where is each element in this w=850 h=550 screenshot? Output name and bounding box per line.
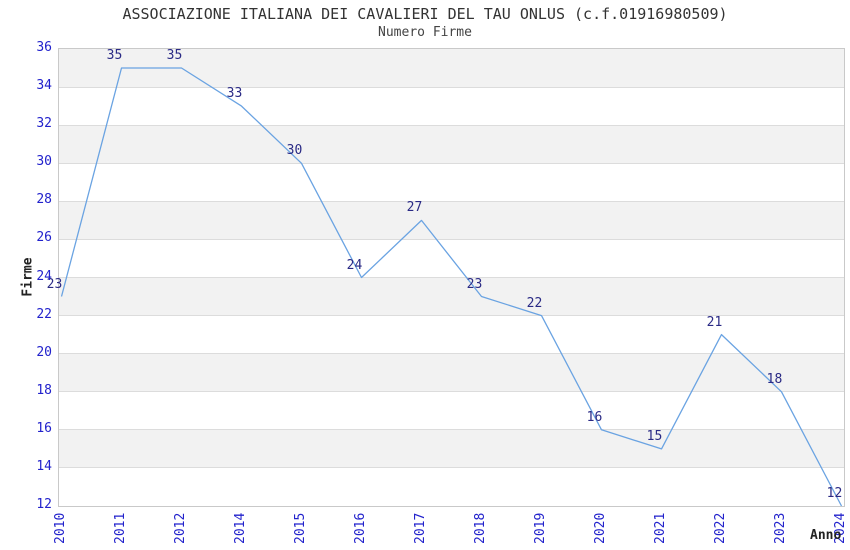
gridline	[59, 124, 844, 126]
x-tick-label: 2021	[652, 512, 668, 544]
plot-band	[59, 125, 844, 164]
data-point-label: 27	[406, 200, 423, 216]
data-point-label: 22	[526, 295, 543, 311]
x-tick-label: 2023	[772, 512, 788, 544]
x-tick-label: 2018	[472, 512, 488, 544]
y-tick-label: 22	[36, 306, 52, 322]
y-tick-label: 36	[36, 40, 52, 55]
x-axis-title: Anno	[810, 528, 842, 543]
data-point-label: 12	[826, 486, 843, 501]
x-tick-label: 2019	[532, 512, 548, 544]
data-point-label: 21	[706, 314, 723, 330]
y-tick-label: 30	[36, 154, 52, 170]
x-tick-label: 2011	[112, 512, 128, 544]
x-tick-label: 2016	[352, 512, 368, 544]
x-tick-label: 2010	[52, 512, 68, 544]
data-point-label: 23	[46, 276, 63, 292]
y-tick-label: 20	[36, 344, 52, 360]
x-tick-label: 2014	[232, 512, 248, 544]
y-tick-label: 32	[36, 116, 52, 132]
gridline	[59, 238, 844, 240]
gridline	[59, 467, 844, 469]
chart-title: ASSOCIAZIONE ITALIANA DEI CAVALIERI DEL …	[122, 5, 728, 23]
plot-band	[59, 201, 844, 240]
data-point-label: 15	[646, 428, 663, 444]
x-tick-label: 2020	[592, 512, 608, 544]
y-tick-label: 16	[36, 420, 52, 436]
y-tick-label: 14	[36, 458, 52, 474]
line-series	[60, 67, 843, 507]
gridline	[59, 315, 844, 317]
y-tick-label: 24	[36, 268, 52, 284]
data-point-label: 16	[586, 409, 603, 425]
x-tick-label: 2015	[292, 512, 308, 544]
chart-subtitle: Numero Firme	[378, 25, 472, 40]
data-point-label: 24	[346, 257, 363, 273]
plot-band	[59, 429, 844, 468]
gridline	[59, 277, 844, 278]
gridline	[59, 162, 844, 164]
plot-band	[59, 277, 844, 316]
x-tick-label: 2022	[712, 512, 728, 544]
y-tick-label: 12	[36, 497, 52, 512]
y-tick-label: 26	[36, 230, 52, 246]
y-tick-label: 18	[36, 382, 52, 398]
gridline	[59, 200, 844, 202]
data-point-label: 35	[106, 48, 123, 64]
data-point-label: 35	[166, 48, 183, 64]
data-point-label: 33	[226, 86, 243, 102]
plot-band	[59, 353, 844, 392]
x-tick-label: 2017	[412, 512, 428, 544]
data-point-label: 30	[286, 143, 303, 159]
data-point-label: 18	[766, 371, 783, 387]
x-tick-label: 2012	[172, 512, 188, 544]
gridline	[59, 429, 844, 431]
y-tick-label: 28	[36, 192, 52, 208]
plot-band	[59, 49, 844, 88]
gridline	[59, 86, 844, 88]
gridline	[59, 353, 844, 355]
y-tick-label: 34	[36, 78, 52, 94]
gridline	[59, 391, 844, 393]
data-point-label: 23	[466, 276, 483, 292]
plot-area: 23 35 35 33 30 24 27 23 22 16 15 21 18 12	[47, 48, 845, 507]
